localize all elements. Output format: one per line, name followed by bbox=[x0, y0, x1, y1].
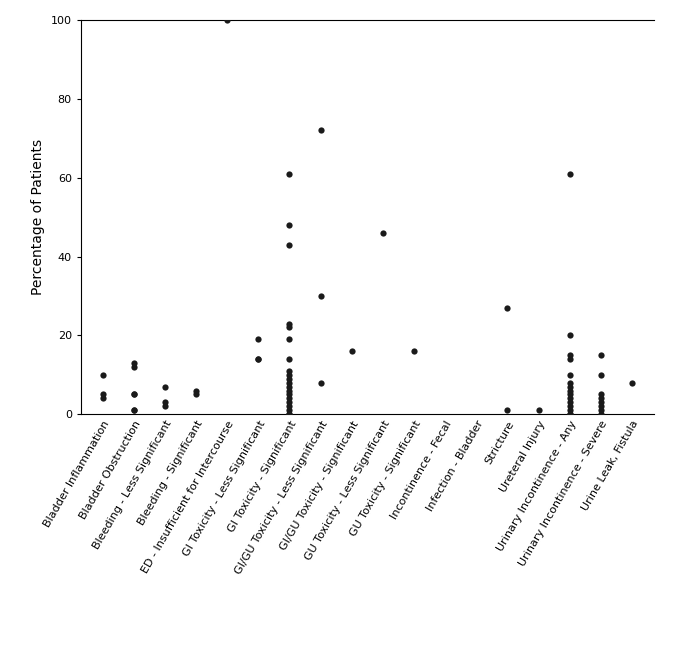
Y-axis label: Percentage of Patients: Percentage of Patients bbox=[31, 139, 45, 295]
